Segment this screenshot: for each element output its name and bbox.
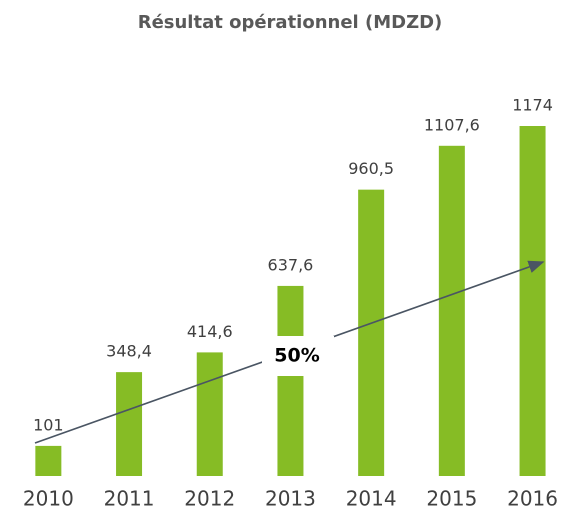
data-label: 960,5 [348, 159, 394, 178]
x-tick-label: 2011 [104, 487, 155, 511]
bar [196, 352, 223, 476]
x-tick-label: 2010 [23, 487, 74, 511]
data-label: 348,4 [106, 342, 152, 361]
annotation: 50% [274, 345, 319, 367]
x-tick-label: 2012 [184, 487, 235, 511]
data-label: 1174 [512, 96, 553, 115]
bar [438, 145, 465, 476]
bar [519, 126, 546, 476]
x-tick-label: 2015 [426, 487, 477, 511]
bar [35, 445, 62, 476]
bar [358, 189, 385, 477]
data-label: 637,6 [268, 255, 314, 274]
data-label: 1107,6 [424, 115, 480, 134]
bar [116, 372, 143, 476]
data-label: 414,6 [187, 322, 233, 341]
bar [277, 285, 304, 476]
x-tick-label: 2014 [346, 487, 397, 511]
x-tick-label: 2013 [265, 487, 316, 511]
chart-title: Résultat opérationnel (MDZD) [138, 12, 443, 33]
x-tick-label: 2016 [507, 487, 558, 511]
annotation-background [262, 336, 334, 376]
data-label: 101 [33, 415, 64, 434]
